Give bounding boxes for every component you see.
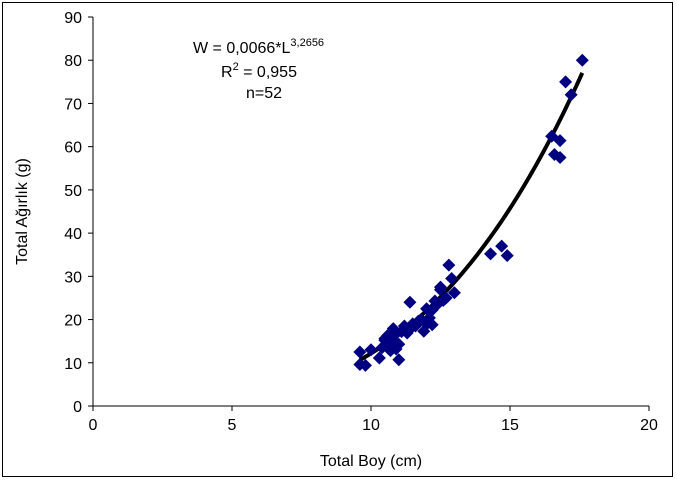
x-tick-label: 20	[640, 417, 658, 434]
axis-ticks: 0 10 20 30 40 50 60 70 80 90 0 5 10 15 20	[64, 10, 658, 434]
y-tick-label: 0	[73, 399, 82, 416]
r-squared-base: R	[221, 64, 233, 81]
equation-base: W = 0,0066*L	[193, 40, 291, 57]
data-point	[445, 271, 459, 285]
r-squared-value: = 0,955	[239, 64, 297, 81]
data-point	[484, 247, 498, 261]
y-tick-label: 70	[64, 96, 82, 113]
y-tick-label: 10	[64, 356, 82, 373]
y-tick-label: 60	[64, 140, 82, 157]
x-tick-label: 15	[501, 417, 519, 434]
r-squared-exponent: 2	[233, 61, 239, 73]
x-tick-label: 0	[89, 417, 98, 434]
data-point	[559, 75, 573, 89]
data-point	[575, 53, 589, 67]
data-point	[353, 345, 367, 359]
data-point	[434, 283, 447, 297]
equation-exponent: 3,2656	[290, 37, 324, 49]
equation-annotation: W = 0,0066*L3,2656 R2 = 0,955 n=52	[193, 37, 324, 102]
data-point	[500, 249, 514, 263]
y-tick-label: 80	[64, 53, 82, 70]
fit-curve	[358, 72, 585, 362]
data-point	[447, 286, 461, 300]
data-point	[358, 358, 372, 372]
y-tick-label: 30	[64, 269, 82, 286]
data-point	[378, 332, 392, 346]
data-point	[442, 258, 456, 272]
data-point	[403, 295, 417, 309]
y-tick-label: 50	[64, 183, 82, 200]
y-tick-label: 90	[64, 10, 82, 27]
data-point	[364, 343, 378, 357]
r-squared-line: R2 = 0,955	[221, 61, 297, 81]
data-point	[425, 318, 439, 332]
data-markers	[353, 53, 589, 372]
equation-line: W = 0,0066*L3,2656	[193, 37, 324, 57]
x-axis-title: Total Boy (cm)	[320, 453, 422, 470]
data-point	[553, 134, 567, 148]
y-axis-title: Total Ağırlık (g)	[14, 158, 31, 265]
x-tick-label: 5	[228, 417, 237, 434]
data-point	[495, 239, 509, 253]
data-point	[372, 351, 386, 365]
y-tick-label: 40	[64, 226, 82, 243]
data-point	[392, 353, 406, 367]
data-point	[553, 150, 567, 164]
y-tick-label: 20	[64, 313, 82, 330]
data-point	[564, 88, 578, 102]
x-tick-label: 10	[362, 417, 380, 434]
data-point	[439, 291, 453, 305]
data-point	[392, 337, 406, 351]
sample-size: n=52	[246, 85, 282, 102]
